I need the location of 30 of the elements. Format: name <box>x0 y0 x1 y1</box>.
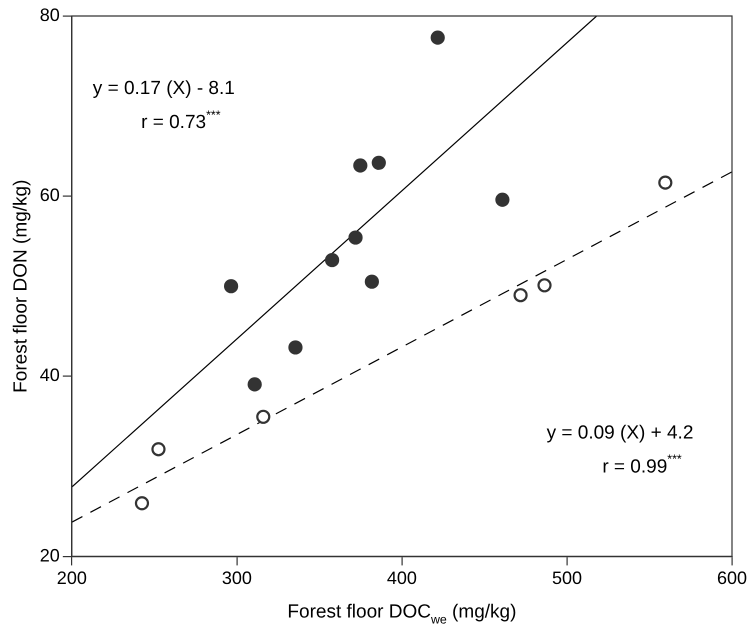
x-tick-label: 200 <box>56 568 87 588</box>
annotation: r = 0.73*** <box>141 108 221 134</box>
point <box>224 279 238 294</box>
point <box>658 176 672 190</box>
point <box>537 278 552 292</box>
point <box>495 192 510 207</box>
point <box>372 156 386 170</box>
point <box>134 496 150 510</box>
y-axis-title: Forest floor DON (mg/kg) <box>10 180 32 393</box>
y-tick-label: 20 <box>40 545 60 566</box>
y-tick-label: 40 <box>40 365 60 386</box>
annotation: r = 0.99*** <box>602 452 682 478</box>
annotation: y = 0.09 (X) + 4.2 <box>546 422 694 444</box>
x-tick-label: 600 <box>716 568 748 588</box>
point <box>324 252 340 268</box>
point <box>513 288 528 302</box>
point <box>364 274 379 289</box>
point <box>256 410 270 424</box>
point <box>288 340 303 355</box>
x-tick-label: 300 <box>222 568 252 588</box>
point <box>430 30 445 45</box>
x-tick-label: 400 <box>386 568 417 588</box>
x-tick-label: 500 <box>552 568 582 588</box>
y-tick-label: 60 <box>40 185 60 206</box>
point <box>348 230 363 245</box>
point <box>151 442 166 456</box>
annotation: y = 0.17 (X) - 8.1 <box>92 78 235 100</box>
point <box>353 158 368 173</box>
point <box>248 377 262 392</box>
y-tick-label: 80 <box>40 4 60 25</box>
